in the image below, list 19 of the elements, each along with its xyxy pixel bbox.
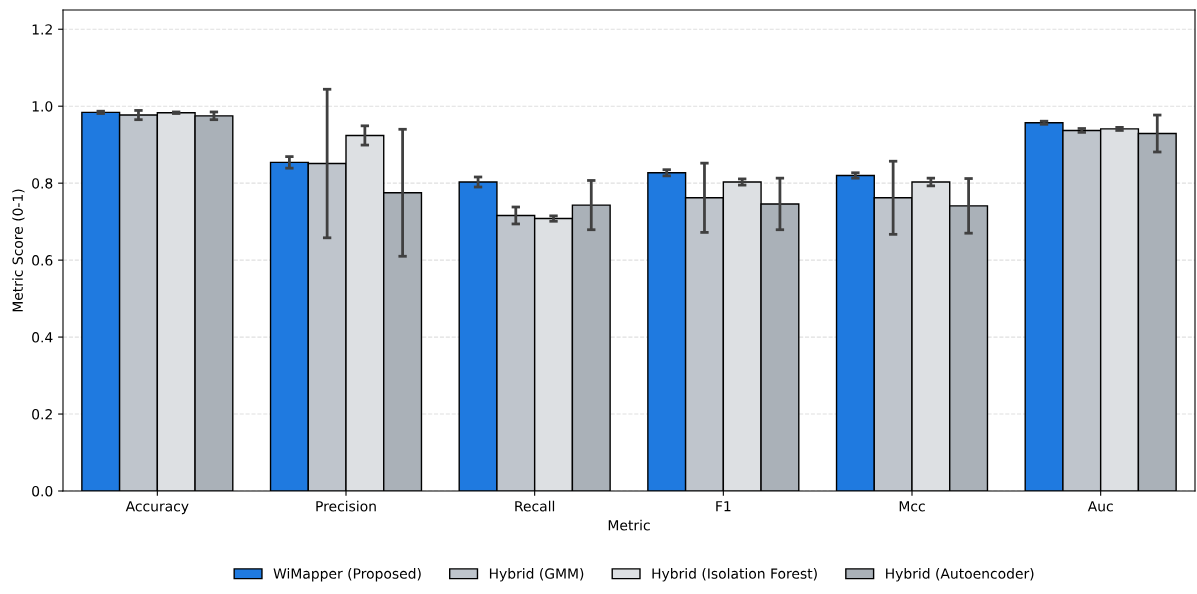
- legend-label: Hybrid (Autoencoder): [886, 568, 1034, 582]
- legend-label: Hybrid (Isolation Forest): [652, 568, 817, 582]
- x-tick-label: Mcc: [899, 501, 925, 512]
- legend-label: WiMapper (Proposed): [273, 568, 421, 582]
- legend-label: Hybrid (GMM): [489, 568, 584, 582]
- y-tick-label: 1.0: [32, 101, 53, 112]
- x-tick-label: Auc: [1087, 501, 1113, 512]
- y-tick-label: 0.4: [32, 332, 53, 343]
- x-tick-label: F1: [716, 501, 731, 512]
- y-tick-label: 0.6: [32, 255, 53, 266]
- y-axis-title: Metric Score (0-1): [12, 189, 25, 312]
- y-tick-label: 1.2: [32, 24, 52, 35]
- y-tick-label: 0.0: [32, 485, 53, 497]
- y-tick-label: 0.2: [32, 409, 52, 420]
- x-tick-label: Precision: [316, 500, 376, 512]
- x-axis-title: Metric: [608, 519, 650, 531]
- y-tick-label: 0.8: [32, 178, 53, 189]
- x-tick-label: Accuracy: [125, 501, 189, 515]
- x-tick-label: Recall: [515, 500, 555, 512]
